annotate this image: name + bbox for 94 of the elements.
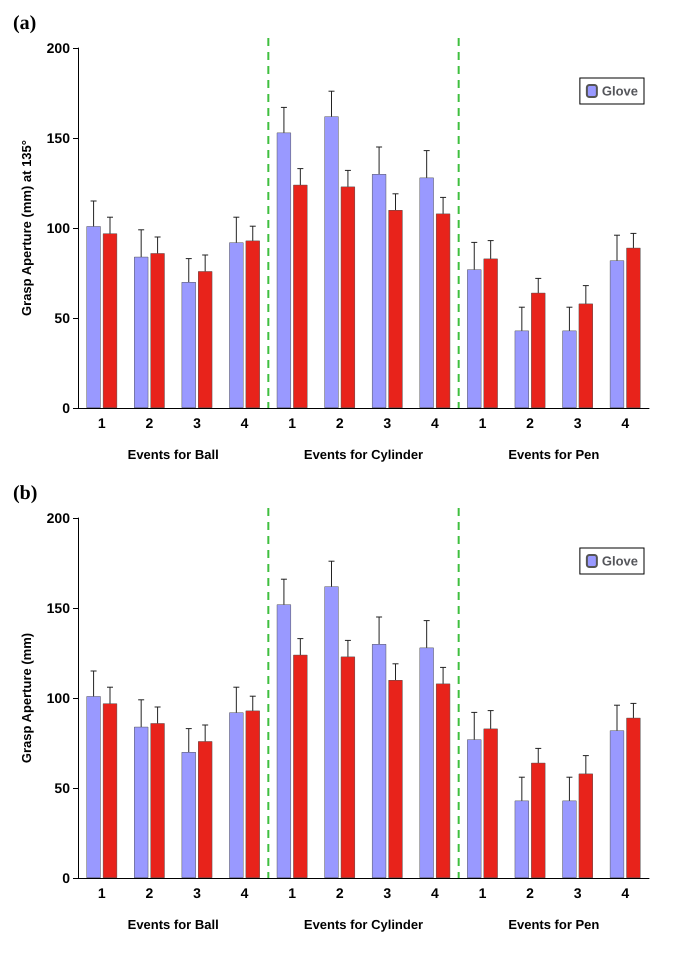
x-tick-label: 1 — [478, 415, 487, 431]
chart-title: (a) — [13, 12, 36, 34]
bar — [610, 730, 624, 878]
bar — [229, 712, 244, 878]
bar — [578, 304, 593, 408]
bar — [436, 684, 450, 878]
bar — [467, 269, 482, 408]
x-tick-label: 4 — [240, 415, 249, 431]
text: Events for Pen — [508, 917, 600, 932]
bar — [388, 680, 403, 878]
x-tick-label: 1 — [478, 885, 487, 901]
bar — [467, 739, 482, 878]
bar — [562, 800, 577, 878]
x-tick-label: 3 — [383, 885, 392, 901]
y-tick-label: 150 — [46, 600, 70, 616]
bar — [324, 116, 339, 408]
x-tick-label: 4 — [240, 885, 249, 901]
bar — [340, 656, 356, 878]
bar — [198, 741, 212, 878]
bar — [420, 178, 434, 408]
x-tick-label: 3 — [193, 885, 202, 901]
x-tick-label: 1 — [98, 415, 106, 431]
text: Events for Cylinder — [304, 917, 424, 932]
x-tick-label: 1 — [288, 885, 296, 901]
x-tick-label: 4 — [621, 885, 630, 901]
bar — [182, 752, 196, 878]
bar — [293, 654, 308, 878]
bar — [293, 184, 308, 408]
bar — [372, 174, 386, 408]
x-tick-label: 2 — [526, 415, 534, 431]
bar — [276, 604, 292, 878]
y-tick-label: 200 — [46, 510, 70, 526]
bar — [610, 260, 624, 408]
x-tick-label: 3 — [574, 415, 582, 431]
bar — [182, 282, 196, 408]
bar — [578, 774, 593, 878]
chart-title: (b) — [13, 482, 38, 504]
bar — [388, 210, 403, 408]
bar — [531, 292, 546, 408]
text: Events for Ball — [128, 917, 219, 932]
text: Events for Pen — [508, 447, 600, 462]
y-tick-label: 0 — [62, 870, 70, 886]
bar — [102, 233, 118, 408]
bar — [372, 644, 386, 878]
bar — [229, 242, 244, 408]
bar — [246, 240, 260, 408]
x-tick-label: 1 — [98, 885, 106, 901]
x-tick-label: 2 — [336, 415, 344, 431]
x-tick-label: 2 — [145, 415, 154, 431]
y-tick-label: 150 — [46, 130, 70, 146]
x-tick-label: 2 — [145, 885, 154, 901]
bar — [531, 762, 546, 878]
x-tick-label: 4 — [621, 415, 630, 431]
x-tick-label: 3 — [383, 415, 392, 431]
y-tick-label: 100 — [46, 220, 70, 236]
text: Events for Ball — [128, 447, 219, 462]
bar — [626, 248, 641, 408]
legend-label: Glove — [602, 84, 638, 98]
bar — [150, 253, 165, 408]
bar — [86, 696, 101, 878]
y-tick-label: 50 — [54, 780, 70, 796]
text: Events for Cylinder — [304, 447, 424, 462]
bar — [134, 256, 148, 408]
bar — [514, 800, 529, 878]
x-tick-label: 1 — [288, 415, 296, 431]
bar — [436, 214, 450, 408]
x-tick-label: 4 — [430, 415, 439, 431]
bar — [626, 718, 641, 878]
bar — [484, 728, 498, 878]
y-tick-label: 50 — [54, 310, 70, 326]
bar — [102, 703, 118, 878]
bar — [324, 586, 339, 878]
x-tick-label: 4 — [430, 885, 439, 901]
bar — [484, 258, 498, 408]
bar — [198, 271, 212, 408]
bar — [246, 710, 260, 878]
bar — [562, 330, 577, 408]
x-tick-label: 2 — [526, 885, 534, 901]
x-tick-label: 3 — [193, 415, 202, 431]
y-axis-title: Grasp Aperture (mm) at 135° — [19, 140, 34, 316]
bar — [150, 723, 165, 878]
bar — [276, 132, 292, 408]
y-tick-label: 100 — [46, 690, 70, 706]
x-tick-label: 2 — [336, 885, 344, 901]
bar — [420, 648, 434, 878]
legend-label: Glove — [602, 554, 638, 568]
bar — [86, 226, 101, 408]
y-axis-title: Grasp Aperture (mm) — [19, 632, 34, 764]
bar — [514, 330, 529, 408]
bar — [340, 186, 356, 408]
y-tick-label: 0 — [62, 400, 70, 416]
bar — [134, 726, 148, 878]
x-tick-label: 3 — [574, 885, 582, 901]
y-tick-label: 200 — [46, 40, 70, 56]
